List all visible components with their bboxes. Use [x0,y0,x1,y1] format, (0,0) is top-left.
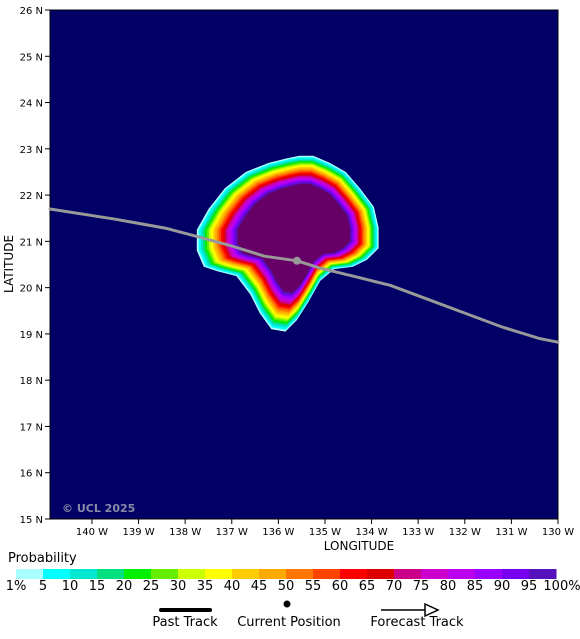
scale-swatch [16,569,44,579]
map-axes: 140 W 139 W 138 W 137 W 136 W 135 W 134 W 133 W… [20,6,575,538]
current-position-label: Current Position [237,615,341,630]
scale-label: 5 [38,579,48,594]
scale-swatch [205,569,233,579]
lat-tick-label: 15 N [20,515,43,526]
scale-swatch [367,569,395,579]
scale-label: 100% [543,579,580,594]
lat-tick-label: 22 N [20,191,43,202]
scale-label: 35 [196,579,214,594]
lon-tick-label: 132 W [449,527,481,538]
scale-label: 60 [331,579,349,594]
scale-swatch [394,569,422,579]
probability-swath [196,155,379,332]
lat-tick-label: 23 N [20,145,43,156]
scale-swatch [178,569,206,579]
lat-tick-label: 20 N [20,284,43,295]
lat-tick-label: 19 N [20,330,43,341]
scale-label: 15 [88,579,106,594]
scale-label: 40 [223,579,241,594]
lon-tick-label: 130 W [542,527,574,538]
lon-tick-label: 137 W [216,527,248,538]
current-position-symbol [283,600,291,608]
copyright-notice: © UCL 2025 [62,502,135,515]
scale-label: 1% [5,579,27,594]
lon-tick-label: 140 W [76,527,108,538]
scale-label: 95 [520,579,538,594]
scale-swatch [448,569,476,579]
scale-swatch [232,569,260,579]
scale-label: 75 [412,579,430,594]
scale-swatch [529,569,557,579]
scale-swatch [475,569,503,579]
lat-tick-label: 16 N [20,469,43,480]
scale-label: 10 [61,579,79,594]
probability-color-scale [16,569,557,579]
scale-swatch [124,569,152,579]
scale-swatch [313,569,341,579]
forecast-arrow-icon [424,602,440,618]
legend-title: Probability [8,551,77,566]
lon-tick-label: 136 W [262,527,294,538]
scale-label: 65 [358,579,376,594]
lon-tick-label: 138 W [169,527,201,538]
scale-swatch [97,569,125,579]
scale-swatch [43,569,71,579]
current-position-marker [293,256,302,265]
scale-swatch [340,569,368,579]
scale-label: 30 [169,579,187,594]
scale-label: 25 [142,579,160,594]
scale-swatch [259,569,287,579]
lon-tick-label: 139 W [122,527,154,538]
scale-label: 45 [250,579,268,594]
lon-tick-label: 133 W [402,527,434,538]
lon-tick-label: 134 W [355,527,387,538]
scale-swatch [502,569,530,579]
x-axis-title: LONGITUDE [324,539,394,553]
scale-label: 90 [493,579,511,594]
scale-label: 70 [385,579,403,594]
lat-tick-label: 17 N [20,422,43,433]
lat-tick-label: 25 N [20,52,43,63]
lon-tick-label: 131 W [495,527,527,538]
track-line [48,207,560,344]
scale-label: 85 [466,579,484,594]
past-track-label: Past Track [152,615,218,630]
forecast-track-label: Forecast Track [370,615,464,630]
lat-tick-label: 24 N [20,99,43,110]
scale-swatch [421,569,449,579]
lon-tick-label: 135 W [309,527,341,538]
storm-track [48,207,560,344]
track-key [159,600,440,618]
scale-label: 20 [115,579,133,594]
scale-label: 50 [277,579,295,594]
lat-tick-label: 26 N [20,6,43,17]
scale-swatch [151,569,179,579]
lat-tick-label: 18 N [20,376,43,387]
scale-label: 55 [304,579,322,594]
y-axis-title: LATITUDE [2,235,16,293]
scale-swatch [70,569,98,579]
probability-core [239,185,349,291]
lat-tick-label: 21 N [20,237,43,248]
scale-label: 80 [439,579,457,594]
scale-swatch [286,569,314,579]
